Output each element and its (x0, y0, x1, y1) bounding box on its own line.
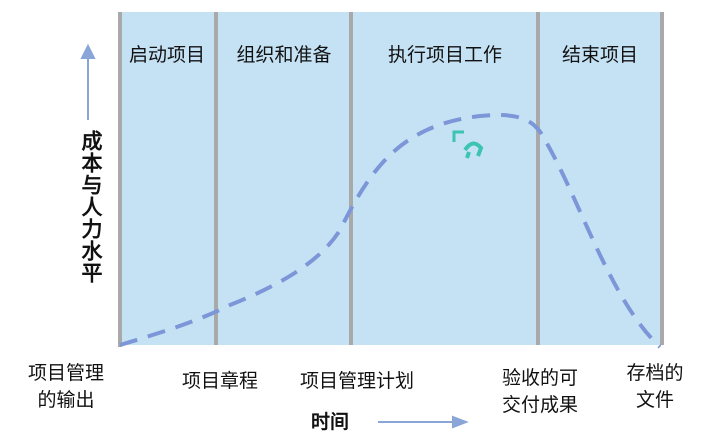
phase-area (118, 12, 662, 345)
phase-label: 结束项目 (561, 44, 639, 66)
axis-arrows (80, 43, 469, 429)
output-label: 交付成果 (501, 394, 579, 416)
phase-dividers (118, 12, 664, 347)
cost-curve (119, 113, 662, 349)
output-label: 文件 (635, 389, 675, 411)
output-label: 存档的 (626, 362, 684, 384)
phase-label: 执行项目工作 (387, 44, 503, 66)
output-label: 项目管理计划 (299, 370, 415, 392)
x-axis-label: 时间 (310, 411, 350, 433)
output-label: 项目章程 (181, 370, 259, 392)
y-axis-label: 成本与人力水平 (79, 130, 103, 284)
output-label: 验收的可 (501, 367, 579, 389)
watermark-icon (452, 130, 484, 159)
phase-label: 组织和准备 (236, 44, 332, 66)
phase-label: 启动项目 (128, 44, 206, 66)
output-label: 项目管理 (27, 362, 105, 384)
output-label: 的输出 (37, 389, 95, 411)
